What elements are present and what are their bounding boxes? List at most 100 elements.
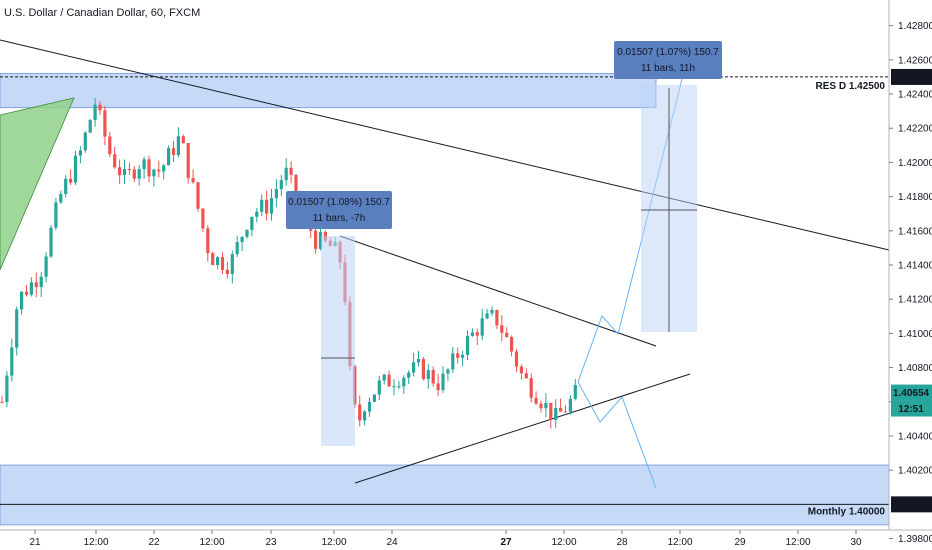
candle-body	[93, 104, 97, 121]
candle-body	[431, 370, 435, 384]
candle-body	[510, 337, 514, 352]
candle-body	[118, 167, 122, 175]
candle-body	[451, 353, 455, 370]
zone-label-monthly: Monthly 1.40000	[808, 506, 886, 517]
candle-body	[20, 291, 24, 310]
candle-body	[289, 167, 293, 175]
candle-body	[15, 309, 19, 348]
candle-body	[122, 169, 127, 175]
measure-box-1	[286, 191, 392, 229]
candle-body	[211, 253, 215, 266]
candle-body	[171, 148, 176, 155]
candle-body	[98, 104, 102, 111]
candle-body	[382, 374, 386, 381]
candle-body	[539, 403, 543, 409]
candle-body	[544, 402, 548, 409]
candle-body	[225, 269, 229, 274]
candle-body	[103, 110, 107, 137]
bar-countdown-label: 12:51	[898, 404, 924, 415]
candle-body	[34, 282, 38, 288]
candle-body	[201, 208, 205, 229]
price-axis[interactable]: 1.42800 1.42600 1.42400 1.42200 1.42000 1.418…	[889, 21, 932, 545]
candle-body	[64, 178, 68, 194]
candle-body	[216, 257, 220, 266]
candle-body	[554, 407, 558, 420]
candle-body	[152, 169, 156, 177]
trend-line-upper	[0, 39, 890, 251]
candle-body	[426, 370, 430, 379]
candle-body	[142, 159, 146, 170]
time-tick-label: 12:00	[199, 537, 224, 548]
candle-body	[279, 180, 283, 190]
green-wedge	[0, 97, 75, 271]
candle-body	[255, 211, 259, 217]
candle-body	[0, 401, 4, 403]
time-tick-label: 12:00	[667, 537, 692, 548]
candle-body	[363, 411, 367, 421]
candle-body	[78, 150, 82, 156]
time-tick-label: 21	[29, 537, 41, 548]
candle-body	[367, 401, 372, 412]
time-tick-label: 29	[734, 537, 746, 548]
overlays	[0, 39, 890, 489]
price-tick-label: 1.42200	[898, 124, 932, 135]
candle-body	[524, 373, 528, 379]
price-tick-label: 1.41000	[898, 329, 932, 340]
time-tick-label: 12:00	[321, 537, 346, 548]
last-price-label-bg	[891, 384, 932, 401]
candle-body	[358, 404, 362, 421]
candle-body	[10, 347, 14, 376]
last-price-label: 1.40654	[893, 388, 930, 399]
candle-body	[206, 228, 210, 254]
candle-body	[397, 386, 401, 388]
zones: RES D 1.42500 Monthly 1.40000	[0, 73, 890, 526]
candle-body	[44, 256, 48, 277]
candle-body	[294, 174, 298, 198]
candle-body	[265, 199, 269, 214]
candle-body	[137, 169, 141, 179]
price-tick-label: 1.41800	[898, 192, 932, 203]
candle-body	[167, 148, 171, 166]
candle-body	[260, 199, 264, 212]
candle-body	[284, 167, 288, 181]
candle-body	[416, 359, 421, 363]
price-tick-label: 1.42400	[898, 90, 932, 101]
candle-body	[559, 407, 563, 412]
price-tick-label: 1.41400	[898, 261, 932, 272]
price-tick-label: 1.41600	[898, 226, 932, 237]
candle-body	[88, 120, 92, 133]
candle-body	[534, 397, 538, 404]
candle-body	[500, 325, 504, 333]
candle-body	[186, 143, 190, 179]
measure-box-2	[614, 41, 722, 79]
candle-body	[505, 332, 509, 338]
candle-body	[127, 169, 131, 171]
candle-body	[441, 373, 445, 391]
candle-body	[181, 136, 185, 144]
candle-body	[529, 378, 533, 398]
candle-body	[235, 242, 239, 255]
candle-body	[573, 385, 577, 399]
candle-body	[157, 169, 161, 172]
candle-body	[230, 254, 234, 274]
measure-text-1a: 0.01507 (1.08%) 150.7	[288, 197, 390, 208]
time-tick-label: 30	[850, 537, 862, 548]
candle-body	[274, 189, 278, 199]
price-tick-label: 1.39800	[898, 534, 932, 545]
candle-body	[83, 132, 87, 151]
res-price-label: 1.42500	[893, 72, 930, 83]
candle-body	[113, 154, 117, 168]
candle-body	[176, 136, 180, 155]
price-tick-label: 1.40200	[898, 466, 932, 477]
candle-body	[436, 383, 440, 391]
triangle-upper-line	[339, 235, 657, 347]
projection-path-down	[577, 381, 657, 489]
time-tick-label: 22	[148, 537, 160, 548]
time-tick-label: 24	[386, 537, 398, 548]
candle-body	[5, 375, 9, 402]
zone-support	[0, 464, 890, 526]
price-labels: 1.42500 1.40654 12:51 1.40000	[891, 68, 932, 513]
time-axis[interactable]: 21 12:00 22 12:00 23 12:00 24 27 12:00 28 12:00 29 1…	[29, 530, 862, 548]
candle-body	[421, 359, 425, 379]
